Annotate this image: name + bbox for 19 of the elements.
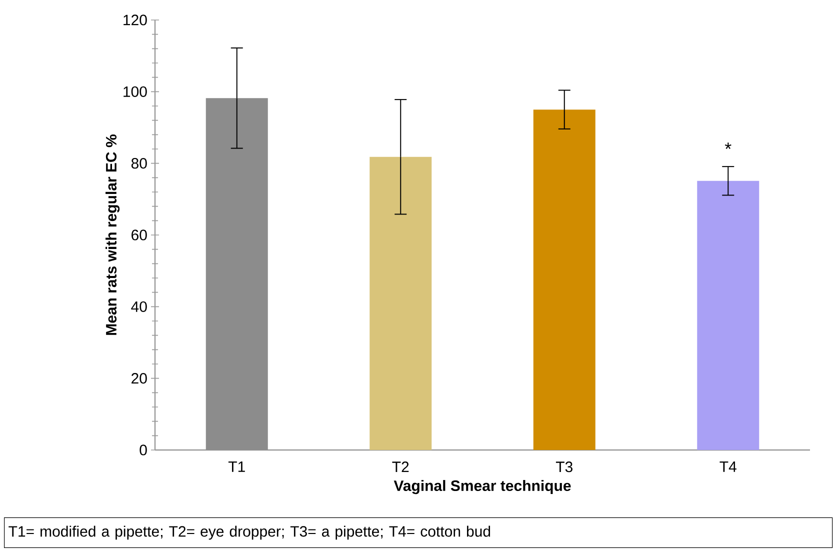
- x-tick-label: T2: [392, 462, 409, 472]
- x-tick-label: T1: [228, 462, 245, 472]
- y-tick-label: 40: [131, 301, 147, 312]
- text: T1= modified a pipette; T2= eye dropper; T3= a pipette; T4= cotton bud: [8, 526, 490, 540]
- y-tick-label: 120: [124, 14, 147, 26]
- x-tick-label: T4: [720, 462, 736, 472]
- y-tick-label: 60: [132, 230, 147, 240]
- y-axis-title: Mean rats with regular EC %: [106, 134, 120, 335]
- y-tick-label: 100: [124, 86, 147, 97]
- annotation: *: [724, 142, 732, 149]
- bar: [533, 110, 596, 450]
- bar: [697, 180, 760, 450]
- x-tick-label: T3: [556, 462, 572, 472]
- bar: [370, 156, 432, 450]
- y-tick-label: 80: [131, 158, 147, 169]
- y-tick-label: 20: [132, 373, 147, 384]
- x-axis-title: Vaginal Smear technique: [394, 480, 571, 494]
- bar: [206, 98, 268, 450]
- y-tick-label: 0: [140, 444, 147, 456]
